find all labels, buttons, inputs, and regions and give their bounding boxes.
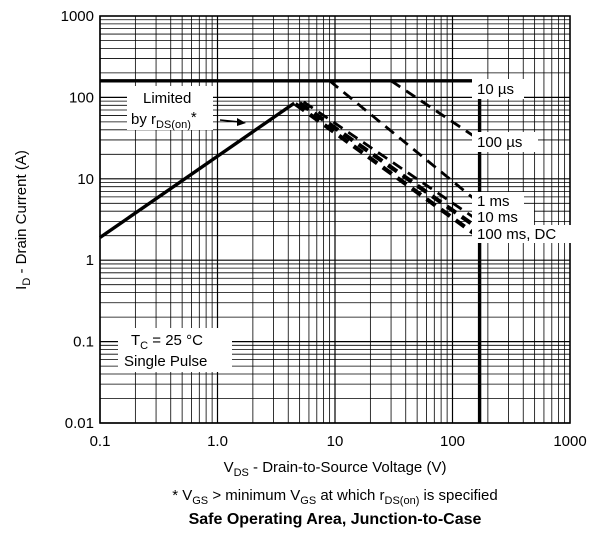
y-tick-label: 0.1 <box>73 334 94 351</box>
conditions-annotation-tc: TC = 25 °C <box>131 332 203 352</box>
y-tick-label: 1000 <box>61 8 94 25</box>
footnote: * VGS > minimum VGS at which rDS(on) is … <box>172 487 498 507</box>
conditions-annotation-pulse: Single Pulse <box>124 353 207 370</box>
y-tick-label: 1 <box>86 252 94 269</box>
curve-label-1ms: 1 ms <box>477 193 510 210</box>
x-tick-label: 100 <box>440 433 465 450</box>
y-tick-label: 100 <box>69 89 94 106</box>
plot-frame <box>99 15 571 424</box>
grid-lines <box>99 15 571 424</box>
limited-annotation-line2: by rDS(on)* <box>131 109 197 131</box>
curve-label-10us: 10 µs <box>477 81 514 98</box>
plot-curves <box>99 79 482 423</box>
limited-annotation-arrowhead <box>237 118 246 126</box>
conditions-annotation-box <box>118 328 232 372</box>
limited-annotation-line1: Limited <box>143 90 191 107</box>
y-axis-label: ID - Drain Current (A) <box>13 150 33 290</box>
curve-label-100ms-dc: 100 ms, DC <box>477 226 556 243</box>
chart-title: Safe Operating Area, Junction-to-Case <box>189 511 482 528</box>
series-10-ms <box>298 101 481 232</box>
tc-rest: = 25 °C <box>148 332 203 349</box>
curve-label-100us: 100 µs <box>477 134 522 151</box>
curve-labels: 10 µs 100 µs 1 ms 10 ms 100 ms, DC <box>472 79 574 243</box>
x-axis-label: VDS - Drain-to-Source Voltage (V) <box>224 459 447 479</box>
series-100-ms-dc <box>294 102 481 240</box>
x-tick-label: 10 <box>327 433 344 450</box>
limited-annotation-tail: * <box>191 109 197 126</box>
y-tick-label: 10 <box>77 171 94 188</box>
series-limited-by-rds-on- <box>99 101 296 239</box>
curve-label-10ms: 10 ms <box>477 209 518 226</box>
limited-annotation-sub: DS(on) <box>156 119 191 131</box>
tc-sub: C <box>140 340 148 352</box>
limited-annotation-main: by r <box>131 111 156 128</box>
tc-main: T <box>131 332 140 349</box>
limited-annotation-box <box>127 86 213 130</box>
x-tick-label: 1.0 <box>207 433 228 450</box>
limited-annotation-arrow-line <box>219 119 241 123</box>
x-tick-label: 1000 <box>553 433 586 450</box>
series-100-s <box>328 79 481 205</box>
y-tick-label: 0.01 <box>65 415 94 432</box>
x-tick-label: 0.1 <box>90 433 111 450</box>
